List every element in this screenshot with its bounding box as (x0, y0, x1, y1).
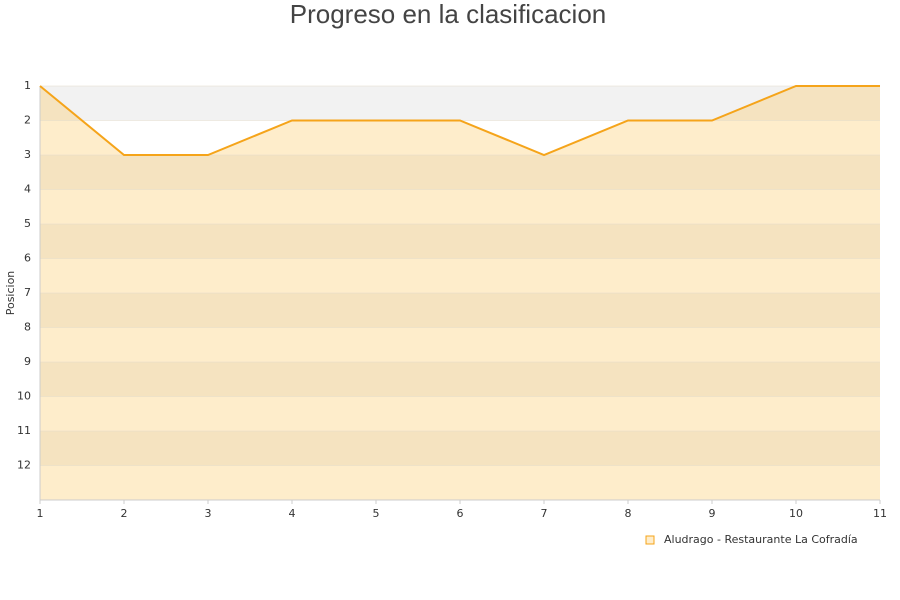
x-tick-label: 11 (873, 507, 887, 520)
y-tick-label: 11 (17, 424, 31, 437)
x-tick-label: 4 (289, 507, 296, 520)
x-tick-label: 10 (789, 507, 803, 520)
band (40, 465, 880, 500)
band (40, 293, 880, 328)
x-tick-label: 6 (457, 507, 464, 520)
y-tick-label: 8 (24, 321, 31, 334)
y-tick-label: 3 (24, 148, 31, 161)
band (40, 189, 880, 224)
y-axis-label: Posicion (4, 271, 17, 316)
y-tick-label: 9 (24, 355, 31, 368)
x-tick-label: 3 (205, 507, 212, 520)
band (40, 396, 880, 431)
y-tick-label: 7 (24, 286, 31, 299)
band (40, 362, 880, 397)
y-tick-label: 4 (24, 183, 31, 196)
y-tick-label: 2 (24, 114, 31, 127)
x-tick-label: 7 (541, 507, 548, 520)
y-tick-label: 6 (24, 252, 31, 265)
band (40, 431, 880, 466)
y-tick-label: 12 (17, 459, 31, 472)
x-tick-label: 5 (373, 507, 380, 520)
legend-swatch (645, 535, 655, 545)
band (40, 258, 880, 293)
y-tick-label: 10 (17, 390, 31, 403)
y-tick-label: 1 (24, 79, 31, 92)
band (40, 224, 880, 259)
x-tick-label: 1 (37, 507, 44, 520)
legend-label: Aludrago - Restaurante La Cofradía (664, 533, 858, 546)
x-tick-label: 8 (625, 507, 632, 520)
band (40, 327, 880, 362)
chart-title: Progreso en la clasificacion (290, 0, 607, 29)
y-tick-label: 5 (24, 217, 31, 230)
x-tick-label: 9 (709, 507, 716, 520)
line (39, 85, 880, 157)
x-tick-label: 2 (121, 507, 128, 520)
band (40, 155, 880, 190)
